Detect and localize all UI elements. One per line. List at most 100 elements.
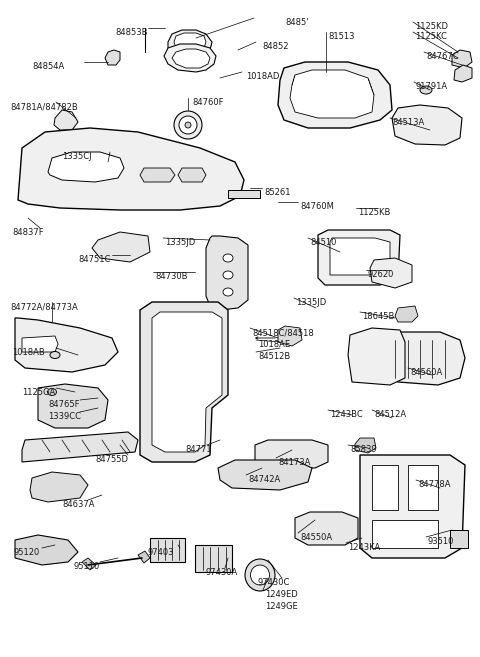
- Text: 84760M: 84760M: [300, 202, 334, 211]
- Text: 84772A/84773A: 84772A/84773A: [10, 302, 78, 311]
- Text: 1125KC: 1125KC: [415, 32, 447, 41]
- Polygon shape: [206, 236, 248, 310]
- Polygon shape: [105, 50, 120, 65]
- Text: 84853B: 84853B: [115, 28, 147, 37]
- Polygon shape: [150, 538, 185, 562]
- Text: 1243KA: 1243KA: [348, 543, 380, 552]
- Polygon shape: [152, 312, 222, 452]
- Ellipse shape: [48, 388, 57, 396]
- Polygon shape: [140, 168, 175, 182]
- Polygon shape: [30, 472, 88, 502]
- Text: 1243BC: 1243BC: [330, 410, 363, 419]
- Polygon shape: [454, 65, 472, 82]
- Polygon shape: [326, 68, 358, 88]
- Text: 1125KD: 1125KD: [415, 22, 448, 31]
- Text: 84781A/84782B: 84781A/84782B: [10, 102, 78, 111]
- Polygon shape: [195, 545, 232, 572]
- Polygon shape: [174, 33, 206, 53]
- Polygon shape: [392, 105, 462, 145]
- Polygon shape: [318, 230, 400, 285]
- Text: 84510: 84510: [310, 238, 336, 247]
- Text: 92620: 92620: [368, 270, 395, 279]
- Text: 1249GE: 1249GE: [265, 602, 298, 611]
- Text: 84852: 84852: [262, 42, 288, 51]
- Text: 84518C/84518: 84518C/84518: [252, 328, 314, 337]
- Text: 84854A: 84854A: [32, 62, 64, 71]
- Text: 1125GA: 1125GA: [22, 388, 55, 397]
- Polygon shape: [48, 152, 124, 182]
- Text: 84173A: 84173A: [278, 458, 311, 467]
- Text: 84771: 84771: [185, 445, 212, 454]
- Text: 84760F: 84760F: [192, 98, 224, 107]
- Text: 8485': 8485': [285, 18, 309, 27]
- Polygon shape: [278, 62, 392, 128]
- Text: 1339CC: 1339CC: [48, 412, 81, 421]
- Text: 18645B: 18645B: [362, 312, 395, 321]
- Polygon shape: [168, 30, 212, 58]
- Polygon shape: [360, 455, 465, 558]
- Text: 84730B: 84730B: [155, 272, 188, 281]
- Polygon shape: [452, 50, 472, 68]
- Polygon shape: [370, 258, 412, 288]
- Text: 84512A: 84512A: [374, 410, 406, 419]
- Polygon shape: [82, 558, 96, 570]
- Text: 1335JD: 1335JD: [296, 298, 326, 307]
- Polygon shape: [278, 326, 302, 346]
- Text: 1249ED: 1249ED: [265, 590, 298, 599]
- Text: 81513: 81513: [328, 32, 355, 41]
- Text: 84837F: 84837F: [12, 228, 44, 237]
- Text: 84550A: 84550A: [300, 533, 332, 542]
- Polygon shape: [228, 190, 260, 198]
- Polygon shape: [22, 432, 138, 462]
- Polygon shape: [138, 551, 150, 563]
- Text: 84637A: 84637A: [62, 500, 95, 509]
- Text: 84560A: 84560A: [410, 368, 442, 377]
- Text: 84513A: 84513A: [392, 118, 424, 127]
- Text: 93510: 93510: [428, 537, 455, 546]
- Text: 84767C: 84767C: [426, 52, 458, 61]
- Text: 84778A: 84778A: [418, 480, 451, 489]
- Text: 84765F: 84765F: [48, 400, 80, 409]
- Polygon shape: [348, 328, 405, 385]
- Text: 1125KB: 1125KB: [358, 208, 390, 217]
- Text: 1335CJ: 1335CJ: [62, 152, 92, 161]
- Polygon shape: [295, 512, 358, 545]
- Polygon shape: [255, 440, 328, 468]
- Text: 84512B: 84512B: [258, 352, 290, 361]
- Ellipse shape: [245, 559, 275, 591]
- Polygon shape: [218, 460, 312, 490]
- Ellipse shape: [50, 351, 60, 359]
- Polygon shape: [450, 530, 468, 548]
- Text: 1335JD: 1335JD: [165, 238, 195, 247]
- Text: 84755D: 84755D: [95, 455, 128, 464]
- Text: 91791A: 91791A: [416, 82, 448, 91]
- Polygon shape: [22, 336, 58, 352]
- Text: 1018AD: 1018AD: [246, 72, 279, 81]
- Text: 95120: 95120: [14, 548, 40, 557]
- Polygon shape: [408, 465, 438, 510]
- Polygon shape: [355, 438, 376, 453]
- Ellipse shape: [223, 254, 233, 262]
- Text: 1018AE: 1018AE: [258, 340, 290, 349]
- Polygon shape: [18, 128, 244, 210]
- Polygon shape: [172, 49, 210, 68]
- Text: 85261: 85261: [264, 188, 290, 197]
- Text: 97430C: 97430C: [258, 578, 290, 587]
- Polygon shape: [290, 70, 374, 118]
- Text: 84742A: 84742A: [248, 475, 280, 484]
- Polygon shape: [92, 232, 150, 262]
- Text: 97430A: 97430A: [205, 568, 237, 577]
- Polygon shape: [54, 110, 78, 130]
- Polygon shape: [38, 384, 108, 428]
- Text: 1018AB: 1018AB: [12, 348, 45, 357]
- Ellipse shape: [223, 271, 233, 279]
- Ellipse shape: [251, 565, 269, 585]
- Text: 95110: 95110: [74, 562, 100, 571]
- Polygon shape: [372, 520, 438, 548]
- Ellipse shape: [223, 288, 233, 296]
- Polygon shape: [164, 44, 216, 72]
- Ellipse shape: [185, 122, 191, 128]
- Text: 97403: 97403: [148, 548, 175, 557]
- Text: 85839: 85839: [350, 445, 377, 454]
- Polygon shape: [140, 302, 228, 462]
